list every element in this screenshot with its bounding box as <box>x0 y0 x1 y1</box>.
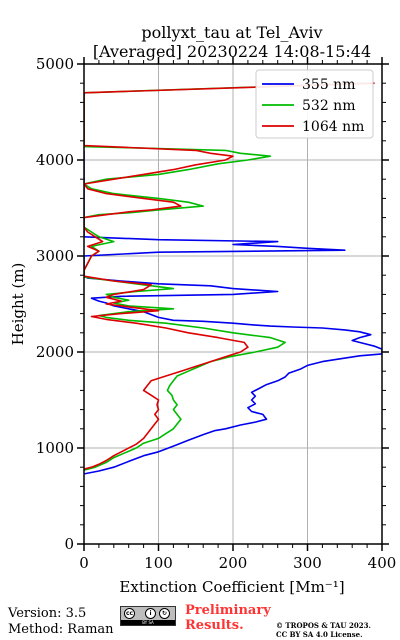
preliminary-notice: Preliminary Results. <box>185 603 271 633</box>
preliminary-line1: Preliminary <box>185 603 271 618</box>
y-tick-label: 0 <box>64 535 74 553</box>
method-text: Method: Raman <box>8 622 114 637</box>
x-tick-label: 300 <box>293 554 322 572</box>
x-tick-label: 0 <box>79 554 89 572</box>
y-tick-label: 1000 <box>36 439 74 457</box>
series-lines <box>84 82 382 475</box>
preliminary-line2: Results. <box>185 618 244 633</box>
cc-icon: cc <box>124 608 135 619</box>
x-tick-label: 100 <box>144 554 173 572</box>
y-tick-label: 5000 <box>36 55 74 73</box>
x-tick-label: 200 <box>219 554 248 572</box>
copyright-line2: CC BY SA 4.0 License. <box>276 630 363 639</box>
sa-icon: ↻ <box>159 608 170 619</box>
y-axis-label: Height (m) <box>9 263 27 346</box>
cc-badge-strip: BY SA <box>121 620 175 625</box>
series-line-1 <box>84 82 368 471</box>
copyright-notice: © TROPOS & TAU 2023. CC BY SA 4.0 Licens… <box>276 621 371 639</box>
series-line-2 <box>84 82 375 470</box>
version-text: Version: 3.5 <box>8 606 87 621</box>
x-axis-label: Extinction Coefficient [Mm⁻¹] <box>119 578 344 596</box>
y-tick-label: 3000 <box>36 247 74 265</box>
y-tick-label: 4000 <box>36 151 74 169</box>
legend-box <box>255 69 374 139</box>
chart-title-line1: pollyxt_tau at Tel_Aviv <box>141 23 322 42</box>
legend-label: 532 nm <box>302 98 355 114</box>
by-icon: i <box>145 608 156 619</box>
legend: 355 nm 532 nm 1064 nm <box>255 69 374 139</box>
footer-info: Version: 3.5 Method: Raman <box>8 606 114 638</box>
copyright-line1: © TROPOS & TAU 2023. <box>276 621 371 630</box>
legend-label: 1064 nm <box>302 119 364 135</box>
x-tick-label: 400 <box>368 554 397 572</box>
legend-label: 355 nm <box>302 77 355 93</box>
y-tick-label: 2000 <box>36 343 74 361</box>
chart-title-line2: [Averaged] 20230224 14:08-15:44 <box>93 42 371 61</box>
cc-license-badge: cc i ↻ BY SA <box>120 606 176 626</box>
